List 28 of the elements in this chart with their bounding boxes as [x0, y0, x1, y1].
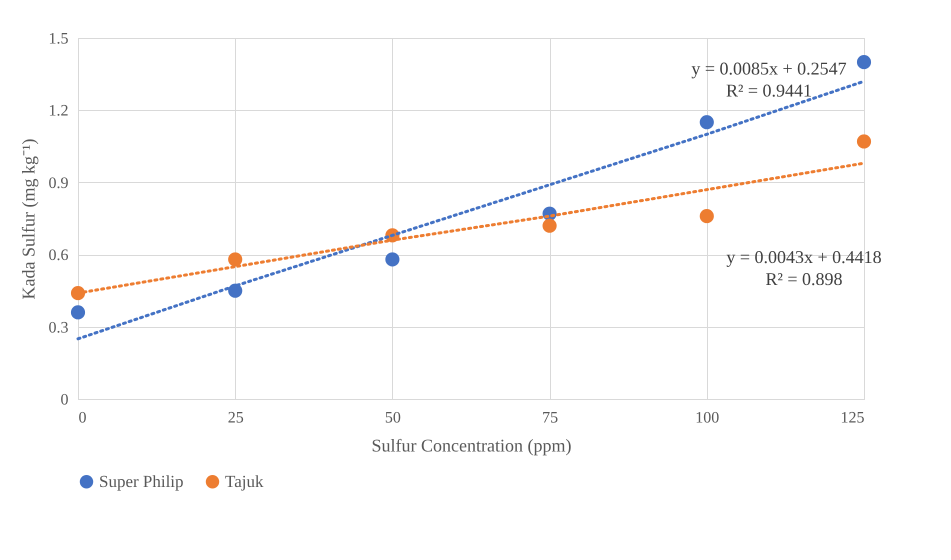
legend-label: Super Philip: [99, 472, 184, 491]
point: [385, 252, 400, 266]
y-tick-label: 0.9: [48, 174, 68, 192]
y-tick-label: 1.2: [48, 102, 68, 120]
point: [856, 55, 872, 70]
y-tick-label: 1.5: [48, 30, 68, 48]
point: [856, 134, 872, 149]
y-axis-title: Kada Sulfur (mg kg⁻¹): [18, 138, 38, 300]
y-tick-label: 0: [60, 392, 68, 408]
point: [70, 305, 86, 320]
annotation: R² = 0.9441: [726, 80, 812, 100]
point: [700, 115, 714, 130]
y-tick-label: 0.3: [48, 319, 68, 336]
annotation: y = 0.0043x + 0.4418: [726, 247, 882, 268]
point: [228, 252, 242, 266]
legend-label: Tajuk: [225, 472, 264, 491]
x-tick-label: 0: [78, 410, 86, 426]
x-tick-label: 50: [384, 410, 401, 426]
x-tick-label: 25: [228, 410, 244, 426]
point: [542, 218, 557, 233]
x-tick-label: 100: [695, 410, 720, 426]
x-tick-label: 75: [542, 410, 558, 426]
annotation: y = 0.0085x + 0.2547: [691, 58, 847, 78]
x-axis-title: Sulfur Concentration (ppm): [372, 436, 572, 456]
point: [700, 209, 714, 224]
x-tick-label: 125: [840, 410, 864, 426]
annotation: R² = 0.898: [765, 269, 843, 290]
y-tick-label: 0.6: [48, 247, 68, 264]
